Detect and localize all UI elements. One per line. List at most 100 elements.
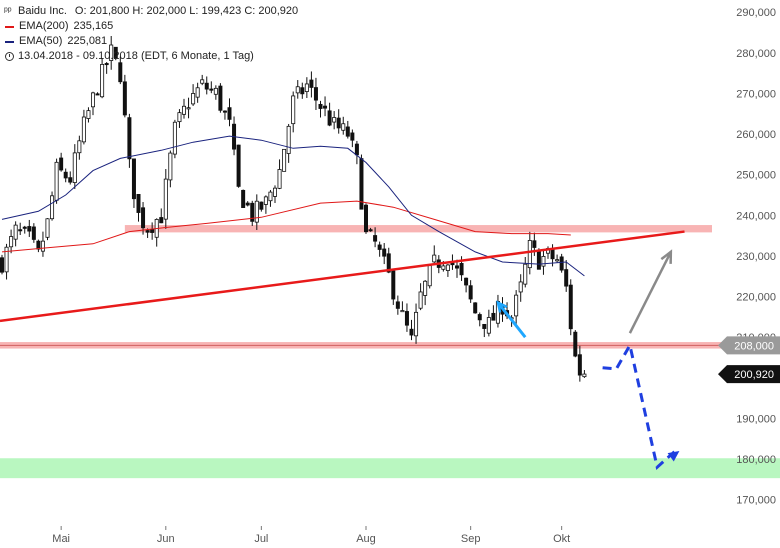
legend: ᵖᵖ Baidu Inc. O: 201,800 H: 202,000 L: 1… — [4, 4, 298, 64]
light-blue-arrow-head — [496, 300, 508, 313]
candle-body — [354, 143, 359, 156]
y-tick-label: 170,000 — [736, 495, 776, 507]
candle-body — [259, 201, 264, 210]
candle-body — [323, 105, 328, 109]
price-zones — [0, 225, 780, 479]
legend-ema200[interactable]: EMA(200) 235,165 — [4, 19, 298, 34]
candle-body — [368, 229, 373, 232]
candle-body — [22, 226, 27, 229]
candle-body — [282, 148, 287, 172]
candle-body — [427, 265, 432, 287]
candle-body — [68, 177, 73, 183]
candle-body — [409, 328, 414, 336]
ema50-label: EMA(50) — [19, 35, 63, 47]
candle-body — [86, 110, 91, 119]
candle-body — [91, 92, 96, 108]
candle-body — [300, 87, 305, 95]
candle-body — [59, 157, 64, 171]
gray-arrow-shaft — [628, 251, 672, 334]
y-tick-label: 290,000 — [736, 7, 776, 19]
indicator-lines — [1, 135, 585, 277]
candle-body — [404, 311, 409, 326]
x-tick-label: Okt — [553, 533, 570, 545]
y-tick-label: 250,000 — [736, 170, 776, 182]
candle-body — [163, 178, 168, 220]
candle-body — [459, 263, 464, 276]
ema200-line — [1, 200, 571, 253]
blue-arrow-head — [667, 450, 680, 462]
candle-body — [332, 117, 337, 123]
current-price-badge-text: 200,920 — [734, 369, 774, 381]
candle-body — [131, 158, 136, 200]
candle-body — [13, 224, 18, 240]
candle-body — [336, 117, 341, 129]
candle-body — [40, 240, 45, 252]
candle-body — [77, 140, 82, 154]
blue-dashed-arrow — [602, 341, 677, 471]
candle-body — [191, 93, 196, 105]
candle-body — [373, 235, 378, 242]
candle-body — [18, 229, 23, 232]
candle-body — [250, 202, 255, 222]
ohlc-values: O: 201,800 H: 202,000 L: 199,423 C: 200,… — [74, 5, 299, 17]
candle-body — [382, 248, 387, 257]
candle-body — [0, 257, 4, 273]
y-tick-label: 280,000 — [736, 48, 776, 60]
candle-body — [268, 191, 273, 202]
y-tick-label: 230,000 — [736, 251, 776, 263]
candle-body — [386, 253, 391, 273]
candle-body — [9, 236, 14, 248]
legend-ema50[interactable]: EMA(50) 225,081 — [4, 34, 298, 49]
instrument-name: Baidu Inc. — [18, 5, 67, 17]
candle-body — [414, 311, 419, 337]
candle-body — [309, 79, 314, 88]
ema200-label: EMA(200) — [19, 20, 69, 32]
candle-body — [204, 82, 209, 90]
x-tick-label: Mai — [52, 533, 70, 545]
trendline — [0, 230, 685, 323]
y-tick-label: 270,000 — [736, 88, 776, 100]
candle-body — [63, 171, 68, 179]
candle-body — [341, 123, 346, 131]
ema200-value: 235,165 — [73, 20, 114, 32]
candle-body — [36, 240, 41, 250]
target-zone — [0, 458, 780, 479]
candle-body — [122, 81, 127, 116]
candle-body — [159, 217, 164, 224]
candle-body — [464, 277, 469, 286]
candle-body — [227, 107, 232, 120]
light-blue-arrow-shaft — [496, 301, 527, 339]
level-208-badge-text: 208,000 — [734, 340, 774, 352]
candle-body — [432, 254, 437, 263]
candle-body — [559, 256, 564, 271]
candle-body — [277, 169, 282, 189]
candle-body — [172, 121, 177, 155]
candle-body — [400, 310, 405, 313]
current-price-badge-shape — [718, 365, 780, 384]
candle-body — [363, 204, 368, 233]
candle-body — [486, 317, 491, 334]
candle-body — [477, 314, 482, 321]
price-badges: 208,000 200,920 — [718, 336, 780, 384]
candle-body — [254, 200, 259, 223]
candle-body — [527, 240, 532, 269]
candle-body — [423, 280, 428, 296]
candle-body — [109, 44, 114, 61]
candle-body — [127, 117, 132, 160]
candle-body — [145, 230, 150, 233]
gray-arrow-head — [660, 249, 673, 264]
candle-body — [327, 110, 332, 126]
x-tick-label: Aug — [356, 533, 376, 545]
y-tick-label: 190,000 — [736, 413, 776, 425]
candle-body — [541, 255, 546, 267]
legend-title-row: ᵖᵖ Baidu Inc. O: 201,800 H: 202,000 L: 1… — [4, 4, 298, 19]
candle-body — [181, 105, 186, 115]
candle-body — [4, 246, 9, 273]
candle-body — [213, 87, 218, 95]
candlesticks — [0, 36, 587, 382]
candle-body — [54, 161, 59, 201]
legend-period: 13.04.2018 - 09.10.2018 (EDT, 6 Monate, … — [4, 49, 298, 64]
ema50-swatch — [5, 40, 14, 43]
annotations — [0, 230, 685, 471]
